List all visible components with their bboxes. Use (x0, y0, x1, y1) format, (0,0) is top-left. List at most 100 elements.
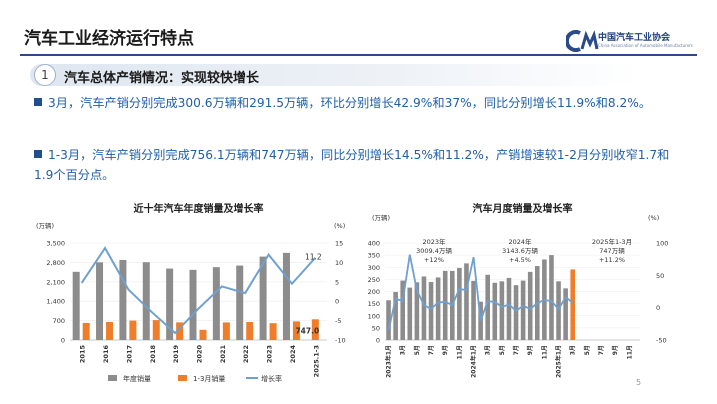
page-number: 5 (636, 378, 642, 387)
bullet-square-icon (34, 98, 42, 106)
monthly-left-tick: 200 (368, 288, 380, 296)
annual-x-tick-label: 2018 (149, 345, 157, 364)
monthly-sales-bar (520, 280, 526, 340)
monthly-x-tick-label: 3月 (399, 345, 407, 355)
q1-sales-bar (222, 322, 230, 340)
monthly-sales-bar (492, 282, 498, 340)
monthly-sales-bar (400, 280, 406, 340)
title-divider (20, 54, 697, 56)
annual-right-tick: 15 (335, 240, 343, 248)
monthly-x-tick-label: 5月 (583, 345, 591, 355)
q1-sales-bar (152, 320, 160, 340)
annual-right-unit: (%) (334, 222, 345, 230)
annual-sales-bar (96, 262, 104, 340)
monthly-x-tick-label: 11月 (625, 345, 633, 359)
monthly-sales-bar (556, 281, 561, 340)
q1-sales-bar (292, 321, 300, 340)
monthly-right-tick: 0 (656, 304, 660, 312)
annual-right-tick: 5 (335, 278, 339, 286)
monthly-right-tick: 100 (656, 240, 668, 248)
monthly-x-tick-label: 7月 (597, 345, 605, 355)
monthly-sales-bar (435, 277, 441, 340)
annual-sales-bar (142, 262, 150, 340)
monthly-sales-bar (499, 281, 505, 340)
monthly-growth-line (387, 254, 574, 331)
monthly-x-tick-label: 2024年1月 (470, 345, 478, 378)
annual-x-tick-label: 2019 (172, 345, 180, 364)
monthly-sales-bar (386, 300, 391, 340)
legend-label: 年度销量 (123, 374, 151, 383)
monthly-left-tick: 150 (368, 300, 380, 308)
annual-sales-bar (189, 269, 197, 340)
monthly-x-tick-label: 7月 (427, 345, 435, 355)
legend-label: 增长率 (261, 374, 282, 383)
monthly-x-tick-label: 2025年1月 (555, 345, 563, 378)
monthly-right-tick: -50 (656, 337, 667, 345)
annotation-growth: +11.2% (599, 256, 625, 264)
annual-x-tick-label: 2022 (242, 345, 250, 363)
logo-english-name: China Association of Automobile Manufact… (598, 43, 693, 48)
monthly-right-unit: (%) (648, 214, 659, 222)
annotation-period: 2023年 (422, 237, 446, 246)
monthly-sales-bar (414, 282, 420, 340)
monthly-sales-bar (428, 282, 434, 340)
monthly-sales-bar (442, 270, 448, 340)
annual-sales-bar (236, 265, 244, 340)
monthly-x-tick-label: 11月 (540, 345, 548, 359)
monthly-chart-title: 汽车月度销量及增长率 (473, 202, 573, 215)
annual-x-tick-label: 2024 (289, 345, 297, 364)
annual-x-tick-label: 2025.1-3 (312, 345, 320, 377)
q1-sales-bar (176, 322, 184, 340)
monthly-sales-bar (407, 287, 413, 340)
annotation-period: 2025年1-3月 (592, 237, 632, 246)
monthly-sales-bar (393, 291, 398, 340)
annotation-period: 2024年 (508, 237, 532, 246)
q1-sales-bar (106, 321, 114, 340)
monthly-x-tick-label: 5月 (413, 345, 421, 355)
q1-sales-bar (129, 320, 137, 340)
annual-x-tick-label: 2020 (196, 345, 204, 364)
annual-left-tick: 1,400 (46, 298, 65, 306)
annual-left-tick: 3,500 (46, 240, 65, 248)
annotation-growth: +12% (424, 256, 444, 264)
annual-left-tick: 0 (61, 337, 65, 345)
annual-sales-bar (212, 267, 220, 340)
monthly-x-tick-label: 5月 (498, 345, 506, 355)
annotation-sales: 3009.4万辆 (416, 246, 452, 255)
annual-right-tick: -10 (335, 337, 346, 345)
monthly-left-tick: 300 (368, 264, 380, 272)
annual-left-tick: 2,800 (46, 259, 65, 267)
monthly-left-tick: 400 (368, 240, 380, 248)
monthly-x-tick-label: 3月 (484, 345, 492, 355)
annual-x-tick-label: 2023 (266, 345, 274, 363)
monthly-left-unit: (万辆) (372, 213, 390, 222)
monthly-sales-bar (513, 285, 519, 340)
annual-right-tick: 10 (335, 259, 343, 267)
annual-x-tick-label: 2016 (102, 345, 110, 364)
monthly-sales-bar (457, 267, 462, 340)
monthly-x-tick-label: 11月 (455, 345, 463, 359)
annual-sales-bar (72, 271, 80, 340)
q1-sales-data-label: 747.0 (295, 326, 319, 335)
annotation-sales: 3143.6万辆 (502, 246, 538, 255)
annual-sales-bar (166, 268, 174, 340)
monthly-left-tick: 50 (372, 324, 380, 332)
monthly-x-tick-label: 9月 (441, 345, 449, 355)
monthly-sales-bar (478, 301, 483, 340)
monthly-sales-bar (570, 269, 576, 340)
annual-sales-bar (259, 256, 267, 340)
monthly-x-tick-label: 9月 (611, 345, 619, 355)
annual-x-tick-label: 2017 (125, 345, 133, 363)
monthly-sales-bar (563, 288, 568, 340)
q1-sales-bar (269, 323, 277, 340)
monthly-x-tick-label: 9月 (526, 345, 534, 355)
annotation-growth: +4.5% (509, 256, 531, 264)
caam-logo-icon (566, 30, 599, 52)
annual-x-tick-label: 2015 (79, 345, 87, 364)
section-number: 1 (34, 64, 56, 86)
bullet-text: 1-3月，汽车产销分别完成756.1万辆和747万辆，同比分别增长14.5%和1… (34, 148, 670, 182)
bullet-march: 3月，汽车产销分别完成300.6万辆和291.5万辆，环比分别增长42.9%和3… (34, 93, 684, 113)
monthly-left-tick: 250 (368, 276, 380, 284)
annual-right-tick: 0 (335, 298, 339, 306)
q1-sales-bar (311, 319, 319, 340)
